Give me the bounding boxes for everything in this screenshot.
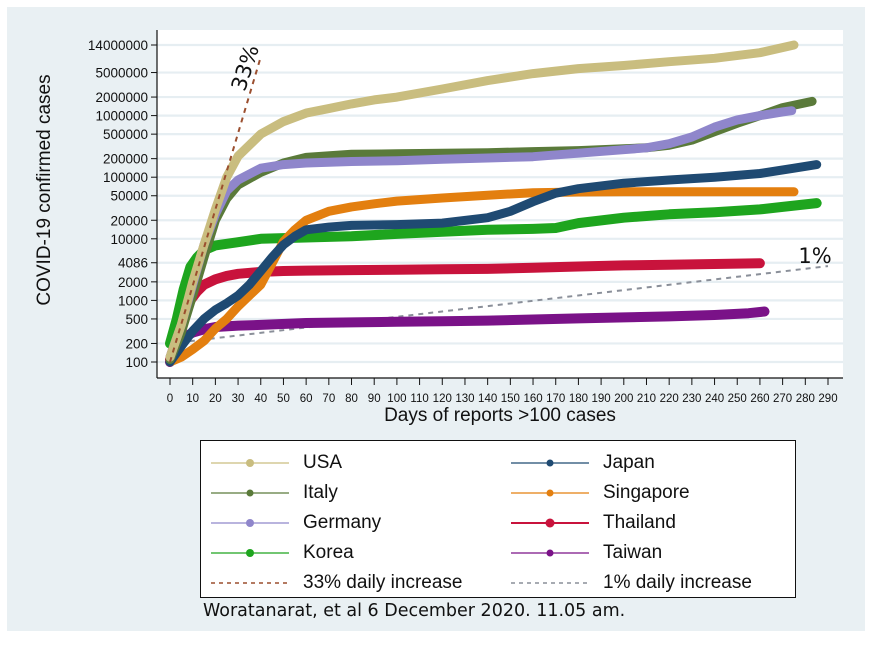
legend-item-usa: USA	[211, 449, 342, 477]
x-tick-label: 140	[478, 393, 497, 405]
x-tick-label: 180	[569, 393, 588, 405]
series-line-japan	[165, 160, 822, 367]
legend-item-1-percent: 1% daily increase	[511, 569, 752, 597]
x-tick-label: 0	[167, 393, 173, 405]
x-tick-label: 260	[750, 393, 769, 405]
legend-swatch-singapore	[511, 489, 589, 497]
x-tick-label: 220	[660, 393, 679, 405]
series-group	[165, 40, 829, 367]
y-tick-label: 1000000	[95, 109, 148, 124]
x-axis-title: Days of reports >100 cases	[384, 405, 616, 426]
y-tick-label: 10000	[110, 232, 148, 247]
x-tick-label: 90	[368, 393, 381, 405]
legend-label-thailand: Thailand	[603, 512, 676, 533]
legend-label-taiwan: Taiwan	[603, 542, 663, 563]
y-tick-label: 20000	[110, 213, 148, 228]
x-tick-label: 290	[818, 393, 837, 405]
x-tick-label: 110	[410, 393, 428, 405]
x-tick-label: 240	[705, 393, 724, 405]
legend-item-italy: Italy	[211, 479, 338, 507]
x-tick-label: 160	[523, 393, 542, 405]
x-tick-label: 10	[186, 393, 199, 405]
y-tick-label: 2000000	[95, 90, 148, 105]
x-tick-label: 50	[277, 393, 290, 405]
x-tick-label: 70	[322, 393, 335, 405]
legend-label-germany: Germany	[303, 512, 382, 533]
x-tick-label: 210	[637, 393, 656, 405]
legend-label-korea: Korea	[303, 542, 354, 563]
legend-swatch-japan	[511, 459, 589, 467]
y-tick-label: 1000	[118, 293, 148, 308]
legend-label-33-percent: 33% daily increase	[303, 572, 463, 593]
legend-item-singapore: Singapore	[511, 479, 690, 507]
x-tick-label: 250	[728, 393, 747, 405]
x-tick-label: 150	[501, 393, 520, 405]
x-axis-ticks: 0 10 20 30 40 50 60 70 80 90 100 110 120 130 140 150 160…	[167, 378, 838, 405]
x-tick-label: 30	[232, 393, 245, 405]
y-axis-title: COVID-19 confirmed cases	[34, 74, 55, 305]
y-tick-label: 100	[125, 355, 148, 370]
legend-item-japan: Japan	[511, 449, 655, 477]
x-tick-label: 280	[796, 393, 815, 405]
legend-label-usa: USA	[303, 452, 343, 473]
y-tick-label: 200000	[103, 152, 148, 167]
legend-swatch-usa	[211, 459, 289, 467]
x-tick-label: 120	[433, 393, 452, 405]
y-tick-label: 50000	[110, 189, 148, 204]
x-tick-label: 80	[345, 393, 358, 405]
legend-label-1-percent: 1% daily increase	[603, 572, 752, 593]
legend: USA Japan Italy Singapore Germany Thaila…	[200, 440, 796, 598]
legend-swatch-korea	[211, 549, 289, 557]
series-line-1-percent-daily-increase	[169, 265, 829, 345]
y-tick-label: 4086	[118, 256, 148, 271]
y-tick-label: 14000000	[88, 38, 148, 53]
legend-swatch-germany	[211, 519, 289, 527]
x-tick-label: 230	[682, 393, 701, 405]
legend-swatch-italy	[211, 489, 289, 497]
annotation-1-percent: 1%	[798, 244, 831, 268]
x-tick-label: 20	[209, 393, 222, 405]
legend-swatch-thailand	[511, 518, 589, 528]
series-line-usa	[165, 40, 799, 362]
x-tick-label: 270	[773, 393, 792, 405]
y-tick-label: 500	[125, 312, 148, 327]
x-tick-label: 200	[614, 393, 633, 405]
x-tick-label: 190	[592, 393, 611, 405]
x-tick-label: 40	[254, 393, 267, 405]
legend-label-singapore: Singapore	[603, 482, 690, 503]
x-tick-label: 130	[455, 393, 474, 405]
y-axis-ticks: 100 200 500 1000 2000 4086 10000 20000 50000 1000…	[88, 38, 157, 370]
y-tick-label: 2000	[118, 275, 148, 290]
legend-label-italy: Italy	[303, 482, 338, 503]
y-tick-label: 100000	[103, 170, 148, 185]
y-tick-label: 500000	[103, 127, 148, 142]
legend-swatch-1-percent	[511, 582, 589, 584]
legend-item-taiwan: Taiwan	[511, 539, 662, 567]
x-tick-label: 170	[546, 393, 565, 405]
legend-label-japan: Japan	[603, 452, 655, 473]
credit-text: Woratanarat, et al 6 December 2020. 11.0…	[203, 601, 626, 621]
series-line-33-percent-daily-increase	[169, 56, 262, 363]
y-tick-label: 5000000	[95, 66, 148, 81]
legend-item-germany: Germany	[211, 509, 381, 537]
legend-item-korea: Korea	[211, 539, 354, 567]
x-tick-label: 60	[300, 393, 313, 405]
legend-swatch-taiwan	[511, 549, 589, 557]
legend-item-thailand: Thailand	[511, 509, 676, 537]
legend-swatch-33-percent	[211, 582, 289, 584]
legend-item-33-percent: 33% daily increase	[211, 569, 462, 597]
y-tick-label: 200	[125, 336, 148, 351]
x-tick-label: 100	[387, 393, 406, 405]
series-line-singapore	[165, 187, 799, 367]
